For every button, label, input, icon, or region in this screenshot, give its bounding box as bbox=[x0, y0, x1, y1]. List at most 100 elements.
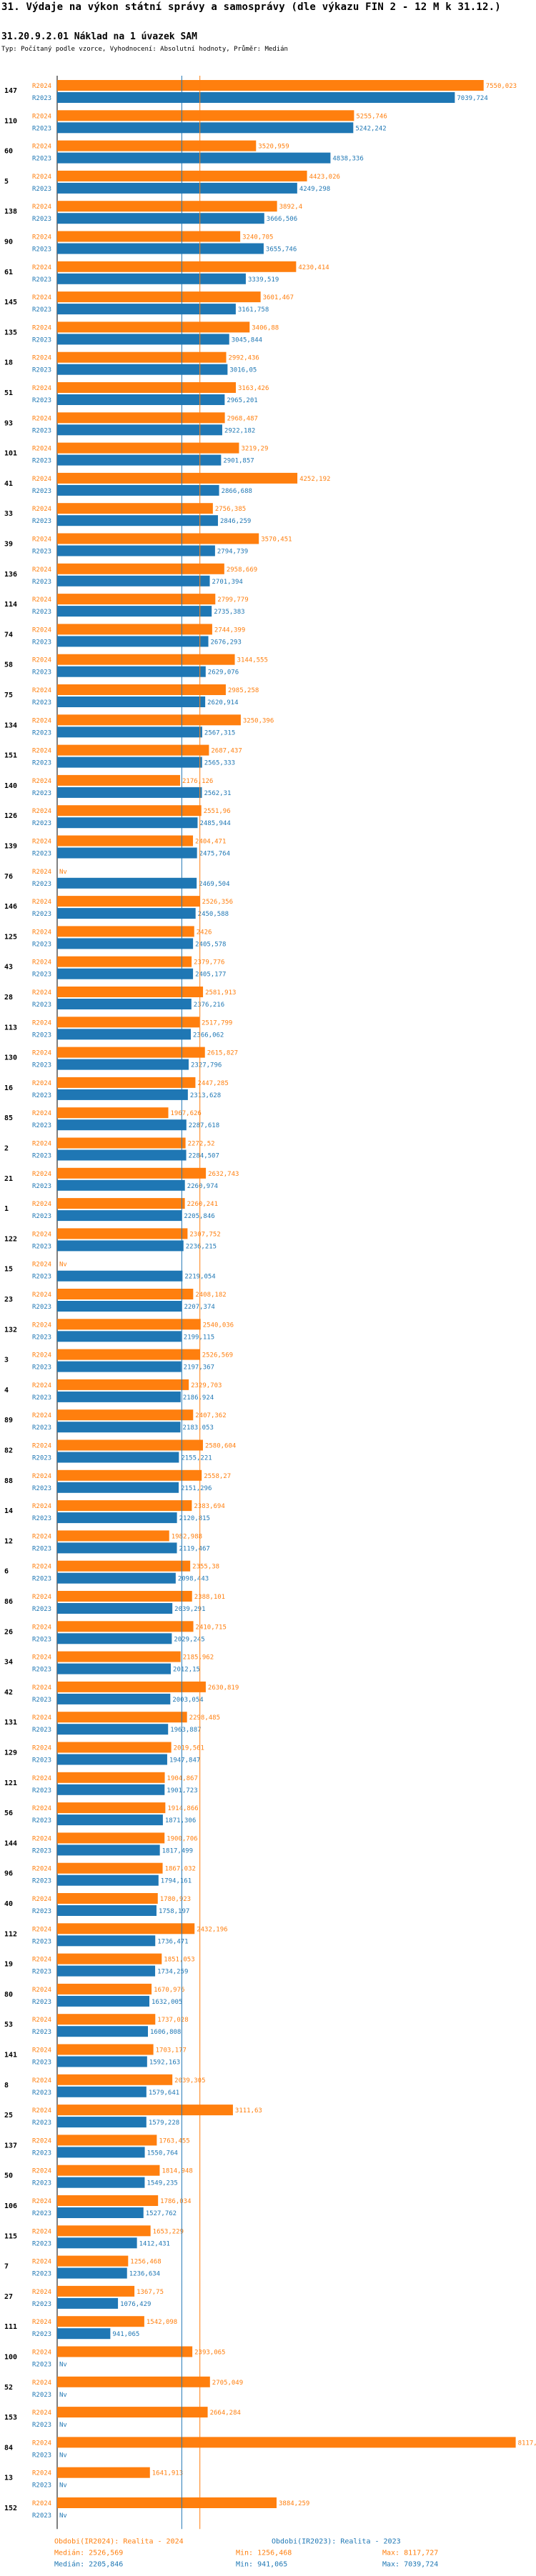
value-label-2024: 2526,569 bbox=[202, 1352, 233, 1359]
row-id-label: 18 bbox=[4, 359, 13, 367]
row-id-label: 146 bbox=[4, 903, 17, 911]
value-label-2023: 2620,914 bbox=[207, 699, 238, 707]
series-label-2024: R2024 bbox=[32, 476, 51, 483]
bar-2023 bbox=[57, 817, 198, 829]
bar-2024 bbox=[57, 896, 200, 907]
bar-2023 bbox=[57, 2086, 147, 2097]
row-id-label: 13 bbox=[4, 2475, 13, 2482]
series-label-2023: R2023 bbox=[32, 820, 51, 827]
row-id-label: 60 bbox=[4, 148, 13, 156]
value-label-2023: 2003,054 bbox=[172, 1697, 203, 1704]
value-label-2024: 2744,399 bbox=[214, 626, 245, 634]
row-id-label: 58 bbox=[4, 662, 13, 669]
value-label-2024: 3163,426 bbox=[238, 385, 269, 392]
bar-2024 bbox=[57, 2376, 210, 2387]
value-label-2023: 3161,758 bbox=[238, 306, 269, 314]
series-label-2023: R2023 bbox=[32, 1727, 51, 1734]
bar-2023 bbox=[57, 1512, 177, 1524]
value-label-2023: 2098,443 bbox=[178, 1576, 209, 1583]
series-label-2023: R2023 bbox=[32, 2029, 51, 2036]
series-label-2023: R2023 bbox=[32, 1667, 51, 1674]
bar-2023 bbox=[57, 243, 264, 254]
series-label-2024: R2024 bbox=[32, 1926, 51, 1933]
bar-2024 bbox=[57, 1439, 203, 1451]
series-label-2023: R2023 bbox=[32, 1606, 51, 1613]
bar-2023 bbox=[57, 304, 236, 315]
series-label-2024: R2024 bbox=[32, 1957, 51, 1964]
value-label-2023: 2151,296 bbox=[181, 1485, 212, 1492]
bar-2023 bbox=[57, 1754, 167, 1765]
value-label-2024: 2307,752 bbox=[189, 1231, 220, 1238]
bar-2024 bbox=[57, 1983, 152, 1995]
series-label-2023: R2023 bbox=[32, 488, 51, 495]
row-id-label: 144 bbox=[4, 1839, 17, 1847]
row-id-label: 93 bbox=[4, 419, 13, 427]
value-label-2024: 1982,988 bbox=[172, 1533, 202, 1540]
value-label-2023: 1579,228 bbox=[149, 2120, 179, 2127]
series-label-2024: R2024 bbox=[32, 1594, 51, 1601]
series-label-2024: R2024 bbox=[32, 839, 51, 846]
series-label-2023: R2023 bbox=[32, 95, 51, 102]
value-label-2023: 2469,504 bbox=[199, 881, 229, 888]
row-id-label: 122 bbox=[4, 1235, 17, 1243]
value-label-2024: 1763,455 bbox=[159, 2137, 189, 2145]
bar-2023 bbox=[57, 424, 222, 436]
value-label-2023: 2562,31 bbox=[204, 790, 232, 797]
value-label-2024: 2992,436 bbox=[229, 355, 259, 362]
series-label-2024: R2024 bbox=[32, 415, 51, 422]
series-label-2024: R2024 bbox=[32, 2289, 51, 2296]
bar-2024 bbox=[57, 321, 250, 333]
bar-2023 bbox=[57, 1179, 185, 1191]
series-label-2023: R2023 bbox=[32, 458, 51, 465]
row-id-label: 84 bbox=[4, 2444, 13, 2452]
series-label-2024: R2024 bbox=[32, 1654, 51, 1662]
bar-2023 bbox=[57, 968, 194, 979]
bar-2023 bbox=[57, 152, 331, 164]
series-label-2023: R2023 bbox=[32, 1969, 51, 1976]
series-label-2024: R2024 bbox=[32, 2440, 51, 2447]
series-label-2024: R2024 bbox=[32, 2077, 51, 2085]
value-label-2023: Nv bbox=[59, 2422, 67, 2429]
row-id-label: 134 bbox=[4, 722, 17, 729]
value-label-2024: 2517,799 bbox=[202, 1019, 232, 1027]
series-label-2024: R2024 bbox=[32, 1262, 51, 1269]
value-label-2024: 1703,177 bbox=[156, 2047, 187, 2055]
legend-max-2023: Max: 7039,724 bbox=[382, 2560, 438, 2568]
value-label-2023: 2039,291 bbox=[174, 1606, 205, 1613]
series-label-2024: R2024 bbox=[32, 385, 51, 392]
bar-2023 bbox=[57, 484, 219, 496]
row-id-label: 12 bbox=[4, 1537, 13, 1545]
row-id-label: 82 bbox=[4, 1447, 13, 1455]
value-label-2023: 2701,394 bbox=[212, 579, 243, 586]
value-label-2024: Nv bbox=[59, 869, 67, 876]
series-label-2023: R2023 bbox=[32, 609, 51, 616]
value-label-2024: 2355,38 bbox=[192, 1564, 219, 1571]
bar-2024 bbox=[57, 382, 237, 393]
series-label-2023: R2023 bbox=[32, 1515, 51, 1522]
series-label-2023: R2023 bbox=[32, 760, 51, 767]
row-id-label: 112 bbox=[4, 1930, 17, 1938]
value-label-2023: 2376,216 bbox=[194, 1002, 224, 1009]
bar-2024 bbox=[57, 594, 216, 605]
bar-2023 bbox=[57, 1119, 187, 1131]
value-label-2023: 3339,519 bbox=[248, 276, 279, 284]
series-label-2023: R2023 bbox=[32, 397, 51, 404]
row-id-label: 153 bbox=[4, 2414, 17, 2422]
bar-2024 bbox=[57, 2316, 144, 2327]
row-id-label: 129 bbox=[4, 1749, 17, 1757]
bar-2024 bbox=[57, 412, 225, 424]
bar-2023 bbox=[57, 999, 192, 1009]
series-label-2023: R2023 bbox=[32, 699, 51, 707]
value-label-2023: Nv bbox=[59, 2452, 67, 2459]
bar-2024 bbox=[57, 2074, 173, 2085]
series-label-2023: R2023 bbox=[32, 2060, 51, 2067]
series-label-2024: R2024 bbox=[32, 446, 51, 453]
row-id-label: 61 bbox=[4, 269, 13, 276]
series-label-2024: R2024 bbox=[32, 2500, 51, 2507]
bar-2024 bbox=[57, 563, 224, 574]
bar-2024 bbox=[57, 110, 354, 121]
series-label-2023: R2023 bbox=[32, 881, 51, 888]
value-label-2023: Nv bbox=[59, 2392, 67, 2399]
bar-2024 bbox=[57, 805, 202, 817]
